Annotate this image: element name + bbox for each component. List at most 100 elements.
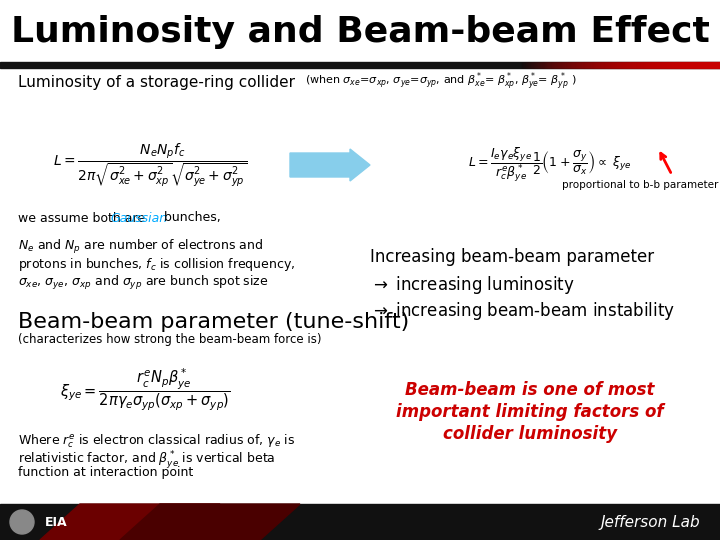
Bar	[629, 62, 630, 68]
Text: Luminosity and Beam-beam Effect: Luminosity and Beam-beam Effect	[11, 15, 709, 49]
Bar	[581, 62, 582, 68]
Text: $\xi_{ye} = \dfrac{r_c^e N_p \beta^*_{ye}}{2\pi\gamma_e \sigma_{yp}\left(\sigma_: $\xi_{ye} = \dfrac{r_c^e N_p \beta^*_{ye…	[60, 367, 230, 413]
Bar	[580, 62, 581, 68]
Bar	[552, 62, 553, 68]
Bar	[591, 62, 592, 68]
Bar	[583, 62, 584, 68]
Text: Jefferson Lab: Jefferson Lab	[600, 515, 700, 530]
Bar	[537, 62, 538, 68]
Bar	[565, 62, 566, 68]
Bar	[623, 62, 624, 68]
Bar	[675, 62, 676, 68]
Text: EIA: EIA	[45, 516, 68, 529]
Bar	[632, 62, 633, 68]
Bar	[628, 62, 629, 68]
Bar	[715, 62, 716, 68]
Bar	[690, 62, 691, 68]
Bar	[679, 62, 680, 68]
Text: Where $r^e_c$ is electron classical radius of, $\gamma_e$ is: Where $r^e_c$ is electron classical radi…	[18, 432, 295, 449]
Bar	[655, 62, 656, 68]
Bar	[658, 62, 659, 68]
Bar	[620, 62, 621, 68]
Text: $L = \dfrac{N_e N_p f_c}{2\pi\sqrt{\sigma_{xe}^2+\sigma_{xp}^2}\sqrt{\sigma_{ye}: $L = \dfrac{N_e N_p f_c}{2\pi\sqrt{\sigm…	[53, 141, 247, 188]
Bar	[548, 62, 549, 68]
Bar	[586, 62, 587, 68]
Bar	[657, 62, 658, 68]
Bar	[716, 62, 717, 68]
Polygon shape	[40, 504, 220, 540]
Bar	[627, 62, 628, 68]
Bar	[567, 62, 568, 68]
Bar	[660, 62, 661, 68]
Bar	[582, 62, 583, 68]
Bar	[644, 62, 645, 68]
Bar	[575, 62, 576, 68]
Bar	[709, 62, 710, 68]
Bar	[714, 62, 715, 68]
Bar	[538, 62, 539, 68]
Text: we assume both are: we assume both are	[18, 212, 149, 225]
Bar	[677, 62, 678, 68]
Bar	[587, 62, 588, 68]
Bar	[585, 62, 586, 68]
Text: Gaussian: Gaussian	[110, 212, 167, 225]
Bar	[612, 62, 613, 68]
Bar	[529, 62, 530, 68]
Bar	[528, 62, 529, 68]
Bar	[638, 62, 639, 68]
Bar	[666, 62, 667, 68]
Bar	[705, 62, 706, 68]
Bar	[619, 62, 620, 68]
Bar	[663, 62, 664, 68]
Bar	[652, 62, 653, 68]
Text: important limiting factors of: important limiting factors of	[396, 403, 664, 421]
Bar	[651, 62, 652, 68]
Bar	[595, 62, 596, 68]
Bar	[654, 62, 655, 68]
Bar	[614, 62, 615, 68]
Bar	[574, 62, 575, 68]
Bar	[719, 62, 720, 68]
Bar	[563, 62, 564, 68]
Bar	[557, 62, 558, 68]
Text: $L = \dfrac{I_e \gamma_e \xi_{ye}}{r_c^e \beta^*_{ye}} \dfrac{1}{2}\left(1+\dfra: $L = \dfrac{I_e \gamma_e \xi_{ye}}{r_c^e…	[468, 146, 632, 184]
Bar	[597, 62, 598, 68]
Bar	[600, 62, 601, 68]
Bar	[561, 62, 562, 68]
Bar	[607, 62, 608, 68]
Bar	[645, 62, 646, 68]
Bar	[544, 62, 545, 68]
Bar	[541, 62, 542, 68]
Bar	[611, 62, 612, 68]
Bar	[650, 62, 651, 68]
Bar	[0, 62, 720, 68]
Bar	[598, 62, 599, 68]
Bar	[546, 62, 547, 68]
Text: $\sigma_{xe}$, $\sigma_{ye}$, $\sigma_{xp}$ and $\sigma_{yp}$ are bunch spot siz: $\sigma_{xe}$, $\sigma_{ye}$, $\sigma_{x…	[18, 274, 269, 292]
Text: (characterizes how strong the beam-beam force is): (characterizes how strong the beam-beam …	[18, 334, 322, 347]
Bar	[624, 62, 625, 68]
Bar	[676, 62, 677, 68]
Bar	[674, 62, 675, 68]
Bar	[571, 62, 572, 68]
Bar	[707, 62, 708, 68]
Bar	[593, 62, 594, 68]
Bar	[539, 62, 540, 68]
Bar	[613, 62, 614, 68]
Bar	[543, 62, 544, 68]
Bar	[661, 62, 662, 68]
Bar	[698, 62, 699, 68]
Text: Beam-beam parameter (tune-shift): Beam-beam parameter (tune-shift)	[18, 312, 409, 332]
Text: function at interaction point: function at interaction point	[18, 466, 193, 479]
Bar	[684, 62, 685, 68]
Bar	[703, 62, 704, 68]
Bar	[590, 62, 591, 68]
Bar	[634, 62, 635, 68]
Bar	[599, 62, 600, 68]
Text: Luminosity of a storage-ring collider: Luminosity of a storage-ring collider	[18, 75, 295, 90]
Bar	[687, 62, 688, 68]
Bar	[610, 62, 611, 68]
Text: $\rightarrow$ increasing luminosity: $\rightarrow$ increasing luminosity	[370, 274, 575, 296]
Bar	[625, 62, 626, 68]
Text: Increasing beam-beam parameter: Increasing beam-beam parameter	[370, 248, 654, 266]
